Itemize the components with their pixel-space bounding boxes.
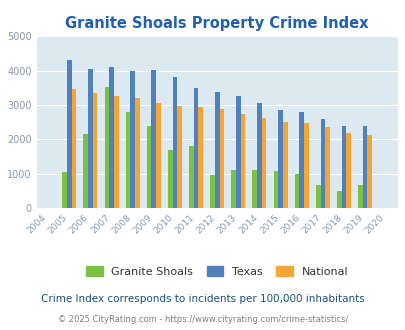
Bar <box>113 96 118 208</box>
Bar <box>62 172 67 208</box>
Bar <box>88 69 92 208</box>
Bar <box>282 122 287 208</box>
Bar <box>83 134 88 208</box>
Bar <box>341 126 345 208</box>
Bar <box>210 175 214 208</box>
Bar <box>126 112 130 208</box>
Bar <box>172 78 177 208</box>
Bar <box>214 92 219 208</box>
Bar <box>315 185 320 208</box>
Bar <box>189 146 193 208</box>
Bar <box>277 111 282 208</box>
Bar <box>168 149 172 208</box>
Bar <box>345 133 350 208</box>
Bar <box>261 118 266 208</box>
Bar <box>235 96 240 208</box>
Bar <box>298 113 303 208</box>
Bar <box>71 89 76 208</box>
Bar <box>135 98 139 208</box>
Bar <box>357 185 362 208</box>
Bar <box>231 170 235 208</box>
Bar <box>324 127 329 208</box>
Bar <box>177 106 181 208</box>
Bar <box>219 109 224 208</box>
Bar <box>252 170 256 208</box>
Legend: Granite Shoals, Texas, National: Granite Shoals, Texas, National <box>81 261 352 281</box>
Bar <box>193 88 198 208</box>
Bar <box>336 191 341 208</box>
Bar <box>320 119 324 208</box>
Title: Granite Shoals Property Crime Index: Granite Shoals Property Crime Index <box>65 16 368 31</box>
Bar <box>67 60 71 208</box>
Bar <box>156 103 160 208</box>
Bar <box>294 174 298 208</box>
Text: © 2025 CityRating.com - https://www.cityrating.com/crime-statistics/: © 2025 CityRating.com - https://www.city… <box>58 315 347 324</box>
Bar <box>273 171 277 208</box>
Bar <box>362 126 367 208</box>
Bar <box>303 123 308 208</box>
Bar <box>198 107 202 208</box>
Bar <box>240 114 245 208</box>
Bar <box>367 135 371 208</box>
Text: Crime Index corresponds to incidents per 100,000 inhabitants: Crime Index corresponds to incidents per… <box>41 294 364 304</box>
Bar <box>92 93 97 208</box>
Bar <box>147 125 151 208</box>
Bar <box>109 67 113 208</box>
Bar <box>130 71 135 208</box>
Bar <box>256 103 261 208</box>
Bar <box>104 87 109 208</box>
Bar <box>151 70 156 208</box>
